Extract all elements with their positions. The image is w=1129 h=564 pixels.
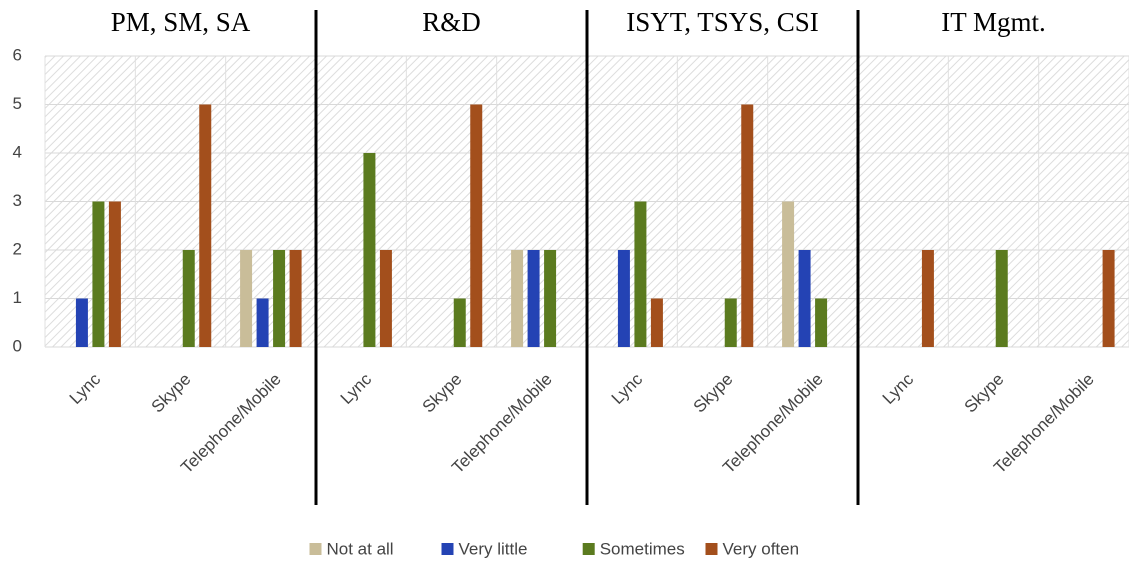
bar [815,298,828,347]
bar [453,298,466,347]
bar [199,104,212,347]
x-tick-label: Lync [337,369,376,408]
x-tick-label: Telephone/Mobile [177,370,285,478]
bar [363,153,376,347]
x-tick-label: Lync [66,369,105,408]
bar [511,250,524,347]
x-tick-label: Skype [690,370,737,417]
y-tick-label: 4 [13,142,22,161]
legend-swatch [441,543,454,555]
bar [92,201,105,347]
y-tick-label: 6 [13,45,22,64]
legend-swatch [309,543,322,555]
legend-swatch [582,543,595,555]
bar [634,201,647,347]
bar [798,250,811,347]
legend-label: Very little [459,539,528,558]
group-title: PM, SM, SA [111,7,251,37]
x-tick-label: Skype [419,370,466,417]
bar [108,201,121,347]
bar [921,250,934,347]
legend-label: Very often [723,539,800,558]
group-title: ISYT, TSYS, CSI [626,7,819,37]
bar [289,250,302,347]
bar [240,250,253,347]
x-tick-label: Skype [148,370,195,417]
bar [617,250,630,347]
bar [724,298,737,347]
y-tick-label: 3 [13,191,22,210]
x-tick-label: Telephone/Mobile [448,370,556,478]
y-tick-label: 1 [13,288,22,307]
bar [782,201,795,347]
bar [741,104,754,347]
x-tick-label: Telephone/Mobile [719,370,827,478]
x-tick-label: Telephone/Mobile [990,370,1098,478]
legend-label: Not at all [327,539,394,558]
bar [1102,250,1115,347]
x-tick-label: Lync [879,369,918,408]
group-title: R&D [422,7,481,37]
group-title: IT Mgmt. [941,7,1046,37]
bar [527,250,540,347]
y-tick-label: 5 [13,94,22,113]
legend-swatch [705,543,718,555]
bar [256,298,269,347]
bar [379,250,392,347]
legend-label: Sometimes [600,539,685,558]
bar [75,298,88,347]
bar [544,250,557,347]
bar [995,250,1008,347]
bar [182,250,195,347]
y-tick-label: 0 [13,336,22,355]
y-tick-label: 2 [13,239,22,258]
x-tick-label: Skype [961,370,1008,417]
x-tick-label: Lync [608,369,647,408]
bar [273,250,286,347]
bar [470,104,483,347]
bar [650,298,663,347]
